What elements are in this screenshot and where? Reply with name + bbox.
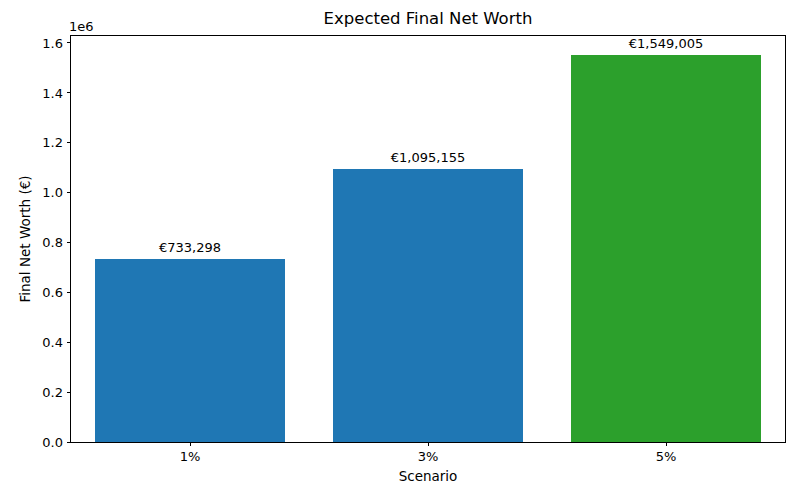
y-tick-label: 1.4 [42, 85, 63, 100]
bar-value-label: €1,095,155 [391, 150, 465, 165]
y-axis-label: Final Net Worth (€) [17, 175, 33, 302]
y-tick-label: 1.6 [42, 35, 63, 50]
x-axis-label: Scenario [399, 468, 458, 484]
plot-area: Expected Final Net Worth 1e6 Final Net W… [70, 35, 786, 443]
x-tick-label: 3% [418, 449, 439, 464]
y-tick-label: 0.0 [42, 435, 63, 450]
y-tick-label: 0.2 [42, 385, 63, 400]
y-tick-mark [67, 242, 71, 243]
bar-value-label: €1,549,005 [629, 36, 703, 51]
bar-value-label: €733,298 [159, 240, 221, 255]
y-tick-label: 1.2 [42, 135, 63, 150]
y-tick-label: 0.8 [42, 235, 63, 250]
y-tick-mark [67, 192, 71, 193]
x-tick-label: 1% [180, 449, 201, 464]
y-tick-mark [67, 442, 71, 443]
bar-5% [571, 55, 761, 442]
x-tick-mark [190, 442, 191, 446]
x-tick-label: 5% [656, 449, 677, 464]
figure: Expected Final Net Worth 1e6 Final Net W… [0, 0, 800, 500]
y-tick-mark [67, 42, 71, 43]
y-axis-offset-label: 1e6 [69, 19, 94, 34]
y-tick-label: 1.0 [42, 185, 63, 200]
bar-3% [333, 169, 523, 442]
y-tick-label: 0.4 [42, 335, 63, 350]
chart-title: Expected Final Net Worth [324, 9, 533, 28]
y-tick-label: 0.6 [42, 285, 63, 300]
y-tick-mark [67, 92, 71, 93]
y-tick-mark [67, 142, 71, 143]
y-tick-mark [67, 392, 71, 393]
x-tick-mark [666, 442, 667, 446]
y-tick-mark [67, 292, 71, 293]
x-tick-mark [428, 442, 429, 446]
y-tick-mark [67, 342, 71, 343]
bar-1% [95, 259, 285, 442]
